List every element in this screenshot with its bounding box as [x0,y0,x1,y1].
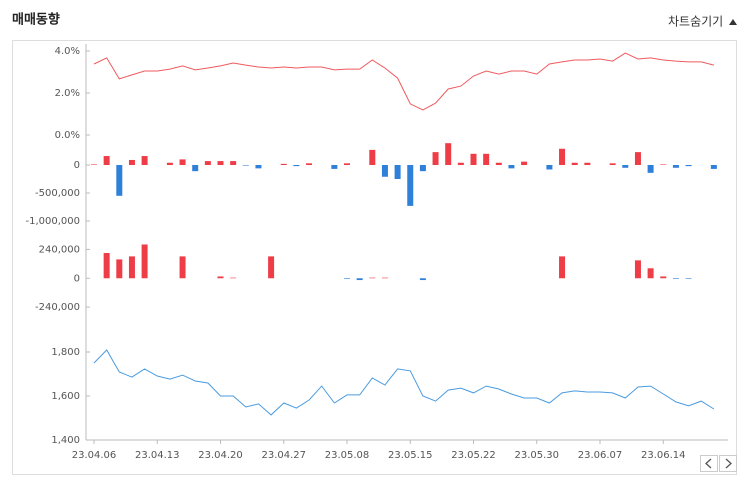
y-tick-label: 1,800 [51,347,80,358]
bar [495,162,502,165]
bar [166,162,173,165]
bar [192,165,199,172]
prev-icon[interactable] [705,458,712,469]
bar [103,156,110,165]
x-tick-label: 23.05.15 [388,450,433,461]
next-icon[interactable] [725,458,732,469]
bar [331,165,338,169]
x-tick-label: 23.04.20 [198,450,243,461]
bar [179,256,186,279]
x-tick-label: 23.04.27 [261,450,306,461]
bar [685,165,692,167]
prev-button[interactable] [700,455,718,472]
bar [242,165,249,166]
bar [672,165,679,168]
bar [217,276,224,279]
bar [179,159,186,165]
y-tick-label: -240,000 [35,302,80,313]
y-tick-label: 1,400 [51,435,80,446]
x-tick-label: 23.05.30 [514,450,559,461]
bar [419,165,426,172]
y-tick-label: 1,600 [51,391,80,402]
bar [622,165,629,168]
next-box[interactable] [719,455,737,472]
bar [559,148,566,165]
bar [141,244,148,279]
bar [141,156,148,165]
bar [230,277,237,279]
bar [344,278,350,279]
bar [293,165,300,167]
y-tick-label: 4.0% [55,46,80,57]
bar [230,161,237,165]
bar [647,165,654,173]
bar [419,278,426,281]
bar [571,162,578,165]
bar [217,161,224,165]
bar [609,163,616,165]
y-tick-label: 2.0% [55,88,80,99]
y-tick-label: -1,000,000 [25,216,80,227]
x-tick-label: 23.05.22 [451,450,496,461]
bar [432,152,439,165]
bar [634,152,641,165]
bar [116,259,123,279]
bar [508,165,515,169]
y-tick-label: 240,000 [39,244,80,255]
bar [268,256,275,279]
toggle-label[interactable]: 차트숨기기 [668,15,723,29]
bar [103,253,110,279]
bar [457,162,464,165]
bar [521,161,528,165]
bar [634,260,641,279]
bar [647,268,654,279]
y-tick-label: 0.0% [55,130,80,141]
bar [381,277,388,279]
bar [128,159,135,165]
bar [394,165,401,179]
toggle-button[interactable]: 차트숨기기 [668,15,737,29]
chart-frame [12,40,737,475]
bar [660,276,667,279]
bar [306,163,313,165]
bar [546,165,553,170]
bar [344,163,350,165]
bar [356,278,363,281]
x-tick-label: 23.04.06 [72,450,117,461]
y-tick-label: -500,000 [35,188,80,199]
bar [483,153,490,165]
bar [470,153,477,165]
bar [381,165,388,177]
bar [128,256,135,279]
x-tick-label: 23.06.07 [578,450,623,461]
bar [584,162,591,165]
next-button[interactable] [719,455,737,472]
bar [116,165,123,196]
bar [369,277,376,279]
bar [407,165,414,206]
bar [685,278,692,279]
prev-box[interactable] [700,455,718,472]
bar [710,165,717,169]
toggle-icon[interactable] [729,19,737,25]
line [93,349,715,416]
bar [369,149,376,165]
bar [559,256,566,279]
x-tick-label: 23.05.08 [325,450,370,461]
bar [255,165,262,169]
x-tick-label: 23.04.13 [135,450,180,461]
y-tick-label: 0 [74,273,80,284]
bar [445,143,452,165]
y-tick-label: 0 [74,160,80,171]
bar [660,164,667,165]
line [93,52,715,111]
x-tick-label: 23.06.14 [641,450,686,461]
bar [91,164,97,165]
section-title: 매매동향 [12,12,60,28]
bar [280,163,287,165]
bar [672,278,679,279]
bar [204,161,211,165]
